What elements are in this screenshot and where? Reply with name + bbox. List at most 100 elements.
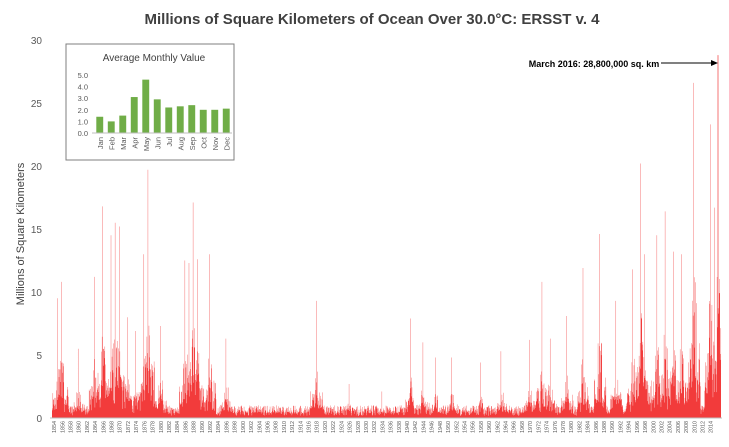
x-tick-label: 1966: [512, 421, 518, 433]
x-tick-label: 1952: [454, 421, 460, 433]
inset-x-axis-ticks: Jan Feb Mar Apr May Jun Jul Aug Sep Oct Nov Dec: [96, 136, 232, 151]
x-tick-label: 1900: [241, 421, 247, 433]
x-tick-label: 1980: [569, 421, 575, 433]
x-tick-label: 1958: [479, 421, 485, 433]
x-tick-label: 1972: [536, 421, 542, 433]
x-tick-label: 1902: [249, 421, 255, 433]
x-tick-label: 1906: [265, 421, 271, 433]
inset-x-tick-label: Feb: [107, 137, 116, 150]
x-tick-label: 1964: [504, 421, 510, 433]
y-tick-label: 30: [31, 36, 43, 47]
x-tick-label: 1978: [561, 421, 567, 433]
x-tick-label: 1874: [134, 421, 140, 433]
x-tick-label: 2010: [692, 421, 698, 433]
inset-x-tick-label: Nov: [211, 137, 220, 151]
x-tick-label: 1948: [438, 421, 444, 433]
x-tick-label: 1904: [257, 421, 263, 433]
inset-bar: [96, 116, 104, 133]
x-tick-label: 2002: [659, 421, 665, 433]
x-tick-label: 1870: [118, 421, 124, 433]
x-tick-label: 1868: [110, 421, 116, 433]
x-tick-label: 1932: [372, 421, 378, 433]
x-tick-label: 1928: [356, 421, 362, 433]
annotation-text: March 2016: 28,800,000 sq. km: [529, 59, 660, 69]
x-tick-label: 1888: [192, 421, 198, 433]
inset-bar: [199, 109, 207, 133]
x-tick-label: 1876: [142, 421, 148, 433]
x-tick-label: 1968: [520, 421, 526, 433]
inset-bar: [107, 121, 115, 133]
y-tick-label: 25: [31, 99, 43, 110]
x-tick-label: 2006: [676, 421, 682, 433]
inset-x-tick-label: Oct: [199, 136, 208, 149]
y-tick-label: 10: [31, 288, 43, 299]
x-tick-label: 1938: [397, 421, 403, 433]
x-tick-label: 1878: [151, 421, 157, 433]
x-tick-label: 1954: [462, 421, 468, 433]
y-tick-label: 0: [36, 414, 42, 425]
x-tick-label: 1934: [380, 421, 386, 433]
inset-x-tick-label: May: [142, 137, 151, 151]
x-tick-label: 1996: [635, 421, 641, 433]
x-tick-label: 1956: [471, 421, 477, 433]
x-tick-label: 1898: [233, 421, 239, 433]
x-tick-label: 1990: [610, 421, 616, 433]
x-tick-label: 1856: [60, 421, 66, 433]
x-tick-label: 2014: [709, 421, 715, 433]
inset-y-tick-label: 1.0: [78, 117, 88, 126]
x-tick-label: 1940: [405, 421, 411, 433]
x-tick-label: 1988: [602, 421, 608, 433]
y-axis-ticks: 0 5 10 15 20 25 30: [31, 36, 43, 425]
inset-bar: [119, 115, 127, 133]
x-tick-label: 1892: [208, 421, 214, 433]
inset-y-tick-label: 5.0: [78, 71, 88, 80]
x-axis-ticks: 1854 1856 1858 1860 1862 1864 1866 1868 1870 1872…: [52, 421, 715, 433]
x-tick-label: 1994: [627, 421, 633, 433]
x-tick-label: 1930: [364, 421, 370, 433]
x-tick-label: 1960: [487, 421, 493, 433]
x-tick-label: 1894: [216, 421, 222, 433]
x-tick-label: 1942: [413, 421, 419, 433]
x-tick-label: 1884: [175, 421, 181, 433]
x-tick-label: 1872: [126, 421, 132, 433]
x-tick-label: 1926: [348, 421, 354, 433]
x-tick-label: 1974: [545, 421, 551, 433]
x-tick-label: 2000: [651, 421, 657, 433]
chart-title: Millions of Square Kilometers of Ocean O…: [144, 11, 600, 28]
x-tick-label: 1982: [577, 421, 583, 433]
inset-x-tick-label: Aug: [176, 137, 185, 150]
inset-bar: [153, 99, 161, 133]
inset-bar-series: [96, 79, 230, 133]
inset-chart: Average Monthly Value 0.0 1.0 2.0 3.0 4.0 5.0…: [65, 43, 235, 161]
x-tick-label: 2004: [668, 421, 674, 433]
x-tick-label: 1864: [93, 421, 99, 433]
inset-y-axis-ticks: 0.0 1.0 2.0 3.0 4.0 5.0: [78, 71, 88, 138]
inset-bar: [130, 97, 138, 133]
x-tick-label: 1866: [101, 421, 107, 433]
x-tick-label: 1962: [495, 421, 501, 433]
y-tick-label: 15: [31, 225, 43, 236]
x-tick-label: 1984: [586, 421, 592, 433]
inset-bar: [165, 107, 173, 133]
inset-x-tick-label: Mar: [119, 137, 128, 150]
x-tick-label: 1914: [298, 421, 304, 433]
inset-y-tick-label: 0.0: [78, 129, 88, 138]
inset-x-tick-label: Jul: [165, 137, 174, 147]
x-tick-label: 1854: [52, 421, 58, 433]
x-tick-label: 1858: [68, 421, 74, 433]
x-tick-label: 1886: [183, 421, 189, 433]
inset-bar: [222, 108, 230, 133]
inset-x-tick-label: Jun: [153, 137, 162, 149]
inset-x-tick-label: Apr: [130, 136, 139, 148]
inset-x-tick-label: Dec: [222, 137, 231, 151]
x-tick-label: 1976: [553, 421, 559, 433]
x-tick-label: 2008: [684, 421, 690, 433]
y-axis-label: Millions of Square Kilometers: [15, 162, 27, 305]
y-tick-label: 20: [31, 162, 43, 173]
inset-bar: [176, 106, 184, 133]
x-tick-label: 1896: [224, 421, 230, 433]
x-tick-label: 1862: [85, 421, 91, 433]
inset-bar: [211, 109, 219, 133]
